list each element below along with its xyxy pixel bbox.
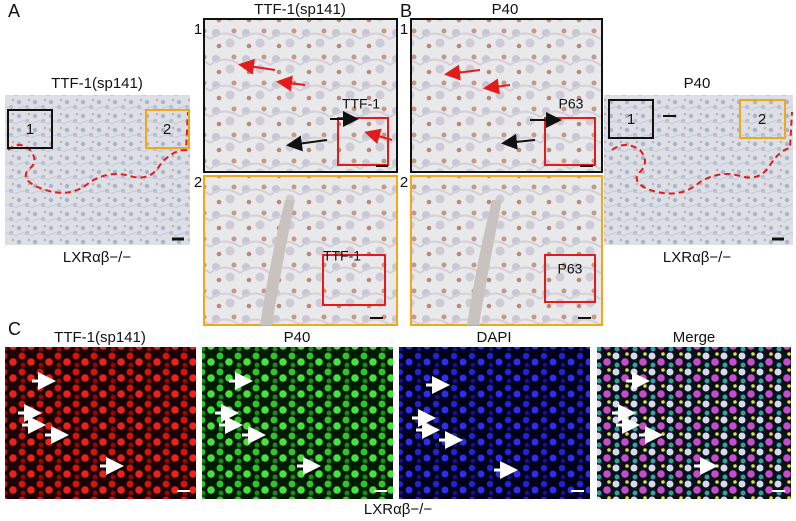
tumor-outline (7, 111, 189, 194)
vessel (467, 200, 502, 325)
zoom-title: P40 (492, 1, 519, 18)
arrow (238, 58, 276, 75)
zoom-index: 1 (400, 21, 408, 38)
region-box (145, 109, 190, 149)
overview-caption: LXRαβ−/− (663, 249, 731, 266)
panel-label: A (8, 1, 20, 21)
zoom-index: 2 (400, 174, 408, 191)
overview-image (5, 95, 190, 245)
inset-label: TTF-1 (342, 96, 380, 112)
zoom-index: 2 (194, 174, 202, 191)
zoom-index: 1 (194, 21, 202, 38)
arrow (364, 128, 393, 145)
panel-label: B (400, 1, 412, 21)
overview-caption: LXRαβ−/− (63, 249, 131, 266)
arrow (501, 133, 536, 150)
region-box (7, 109, 53, 149)
inset-box (322, 254, 386, 306)
panel-caption: LXRαβ−/− (364, 501, 432, 518)
inset-label: TTF-1 (323, 248, 361, 264)
region-label: 2 (758, 111, 766, 128)
channel-title: TTF-1(sp141) (54, 329, 146, 346)
arrow (286, 135, 328, 152)
inset-box (544, 254, 596, 303)
inset-label: P63 (558, 261, 583, 277)
region-label: 1 (627, 111, 635, 128)
channel-title: DAPI (476, 329, 511, 346)
region-box (739, 99, 786, 139)
region-box (608, 99, 654, 139)
overview-title: TTF-1(sp141) (51, 75, 143, 92)
tumor-outline (611, 111, 793, 195)
arrows (18, 372, 718, 479)
arrow (483, 78, 511, 95)
overview-title: P40 (684, 75, 711, 92)
fluorescence-image (597, 347, 791, 499)
fluorescence-image (202, 347, 393, 499)
channel-title: P40 (284, 329, 311, 346)
panel-label: C (8, 319, 21, 339)
channel-title: Merge (673, 329, 716, 346)
inset-label: P63 (559, 96, 584, 112)
region-label: 1 (26, 121, 34, 138)
arrow (276, 75, 306, 92)
fluorescence-image (399, 347, 590, 499)
zoom-title: TTF-1(sp141) (254, 1, 346, 18)
region-label: 2 (163, 121, 171, 138)
arrow (444, 64, 481, 81)
inset-box (337, 117, 389, 166)
zoom-image (203, 175, 398, 326)
inset-box (544, 117, 596, 166)
fluorescence-image (5, 347, 196, 499)
zoom-image (410, 175, 603, 326)
overview-image (604, 95, 793, 245)
vessel (260, 200, 295, 325)
